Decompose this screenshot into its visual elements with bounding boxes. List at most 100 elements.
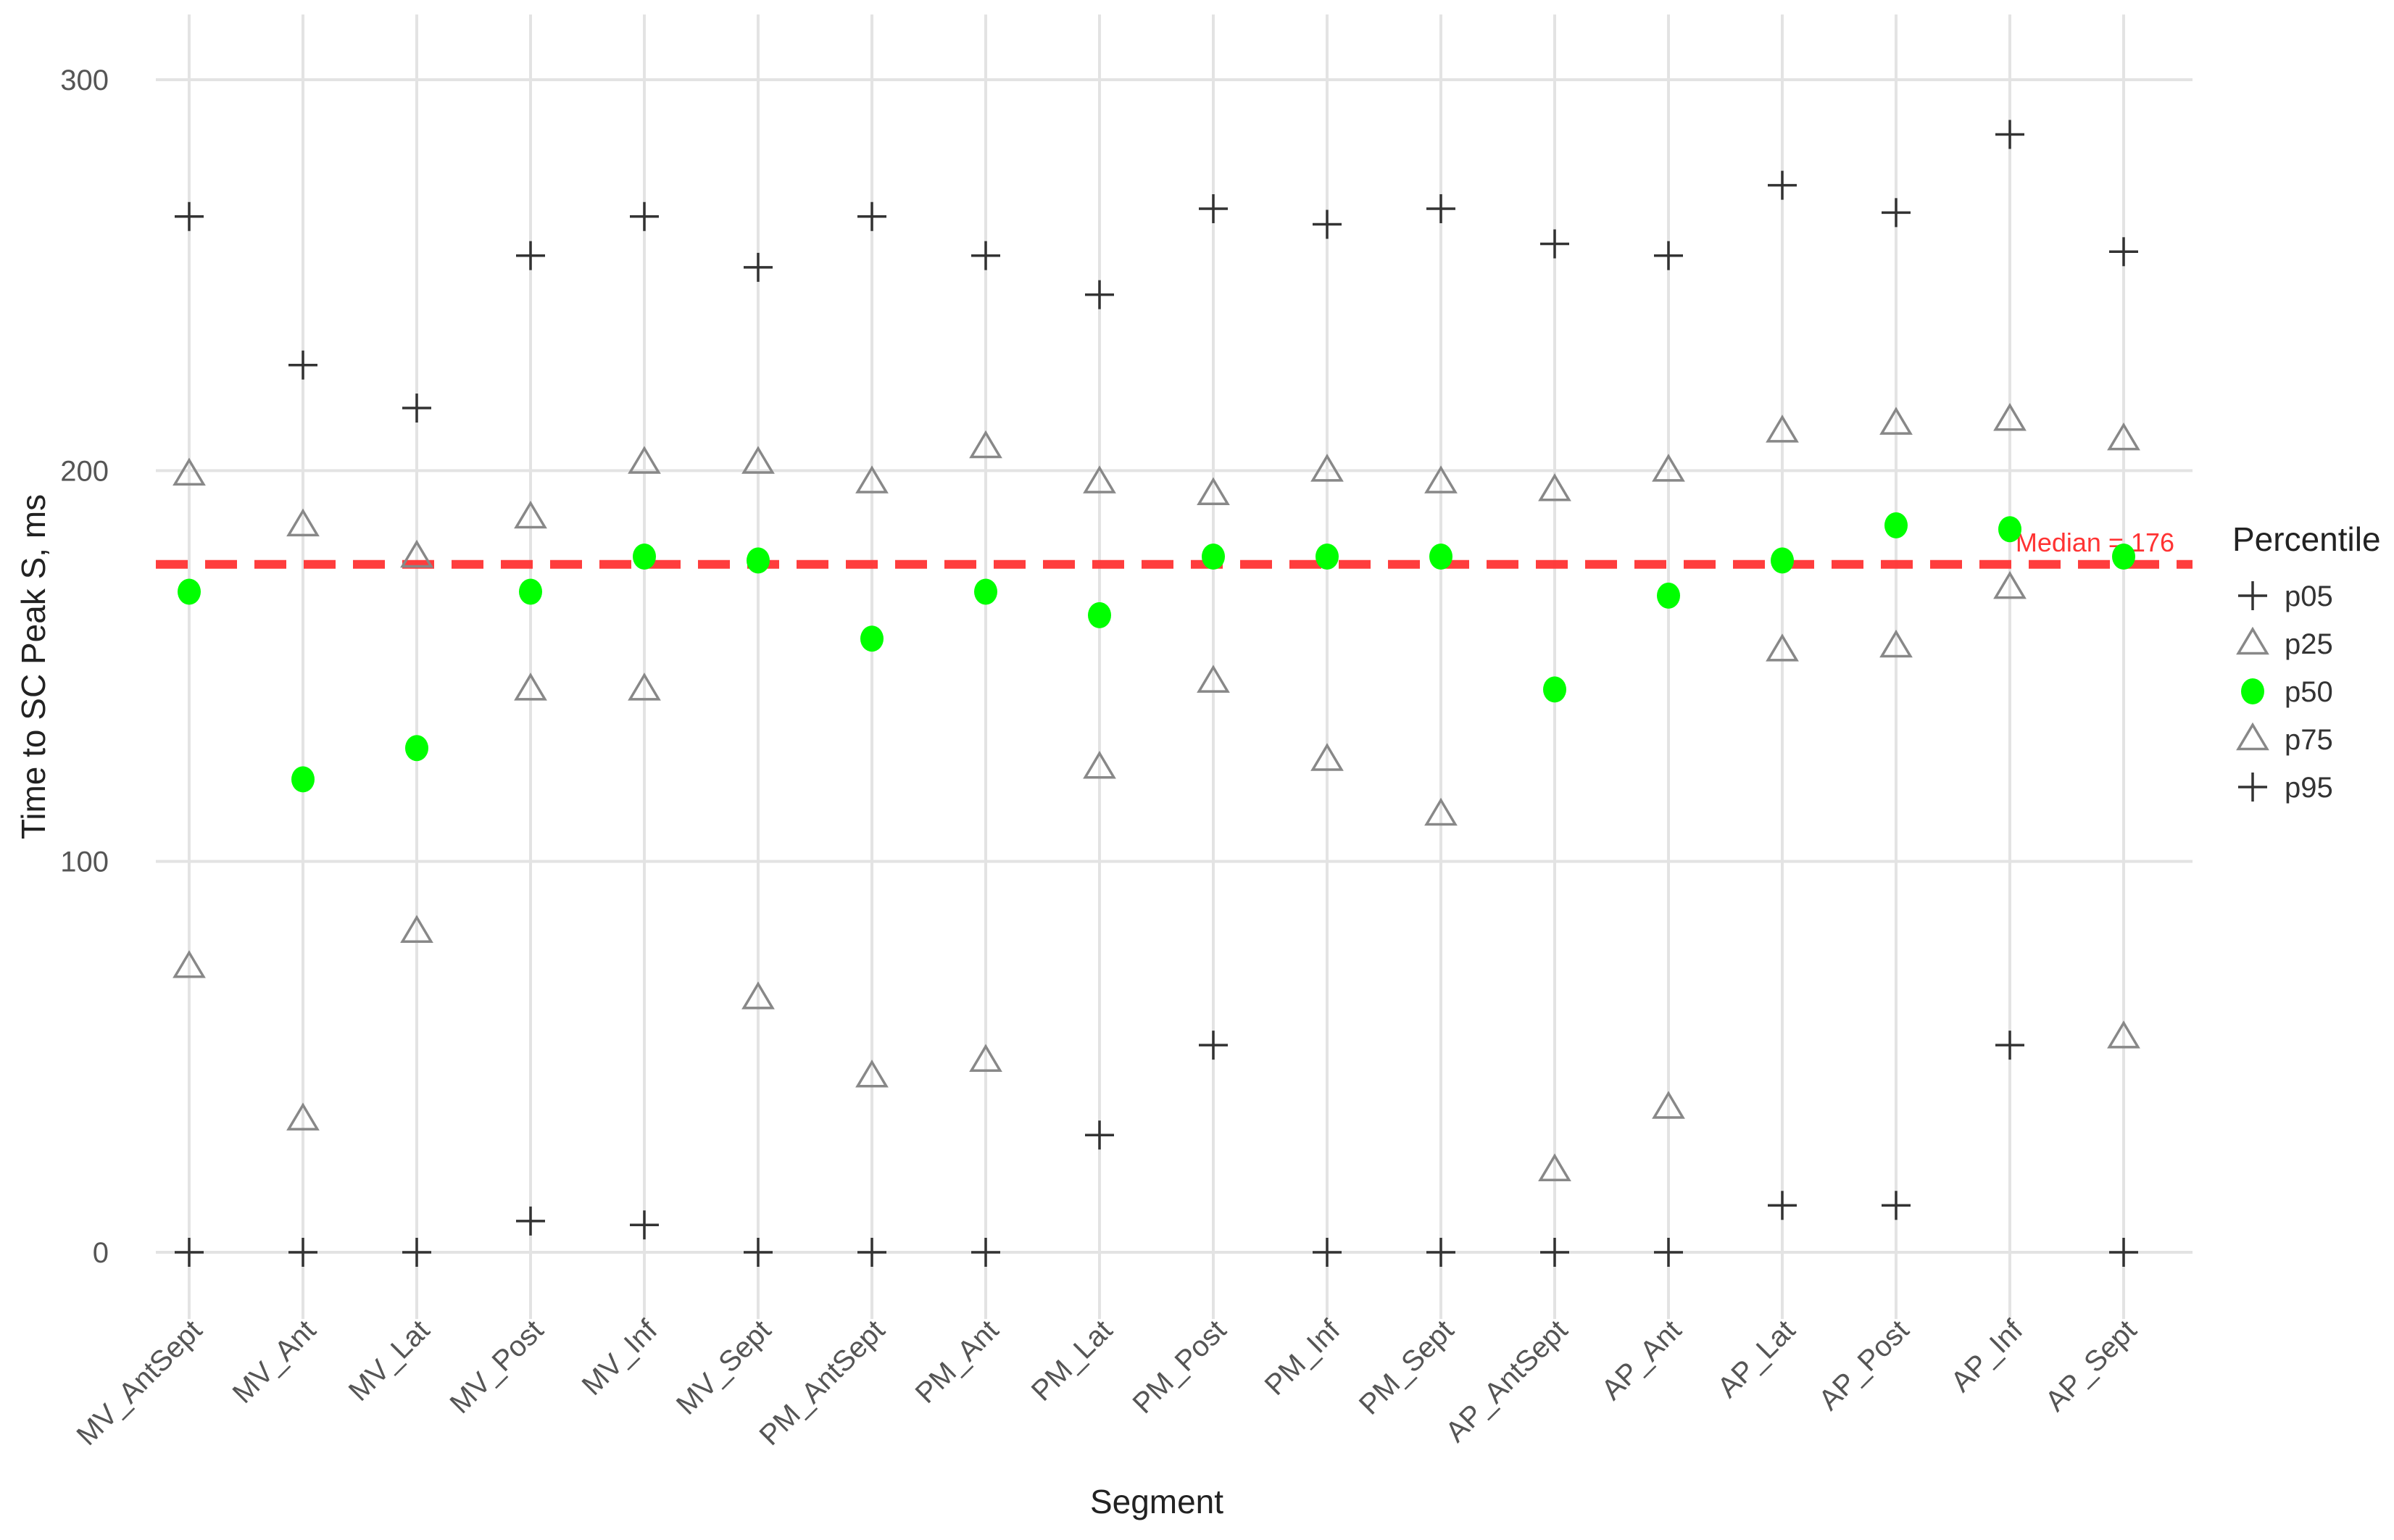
p75-point xyxy=(173,457,206,486)
p50-point xyxy=(291,766,315,793)
p25-point xyxy=(1538,1153,1571,1181)
p50-point xyxy=(860,625,884,652)
p95-point xyxy=(1654,241,1683,270)
p50-point xyxy=(1202,543,1225,570)
y-tick-label: 0 xyxy=(93,1237,109,1269)
p05-point xyxy=(1085,1120,1114,1150)
x-axis-title: Segment xyxy=(1090,1483,1223,1520)
p50-point xyxy=(633,543,656,570)
p75-point xyxy=(1197,477,1230,505)
legend-title: Percentile xyxy=(2232,520,2381,558)
p95-point xyxy=(1540,229,1569,259)
p05-point xyxy=(1882,1191,1911,1220)
grid-layer xyxy=(156,14,2193,1319)
legend-p50-marker xyxy=(2241,678,2264,704)
p50-point xyxy=(519,578,542,605)
p50-point xyxy=(1657,582,1680,609)
series-p50 xyxy=(178,512,2135,793)
p25-point xyxy=(1424,797,1458,826)
x-tick-label: MV_AntSept xyxy=(70,1314,208,1452)
p25-point xyxy=(1652,1091,1685,1119)
p05-point xyxy=(857,1238,886,1267)
p75-point xyxy=(1879,407,1913,435)
p75-point xyxy=(1310,454,1344,482)
x-tick-label: MV_Lat xyxy=(343,1314,436,1407)
p05-point xyxy=(630,1210,659,1240)
legend-p50-label: p50 xyxy=(2285,676,2333,708)
legend-p05-label: p05 xyxy=(2285,580,2333,612)
p75-point xyxy=(1083,465,1116,494)
p95-point xyxy=(744,252,773,282)
series-p75 xyxy=(173,402,2140,568)
p50-point xyxy=(1998,516,2021,543)
p95-point xyxy=(402,394,431,423)
p25-point xyxy=(855,1060,889,1088)
x-tick-label: MV_Inf xyxy=(576,1314,664,1402)
p05-point xyxy=(1768,1191,1797,1220)
legend-p25-marker xyxy=(2236,626,2269,655)
p75-point xyxy=(1766,415,1799,443)
x-tick-label: MV_Ant xyxy=(227,1314,323,1410)
p75-point xyxy=(855,465,889,494)
p25-point xyxy=(1197,665,1230,693)
p95-point xyxy=(1426,193,1455,223)
p25-point xyxy=(1083,751,1116,779)
p50-point xyxy=(2112,543,2135,570)
p50-point xyxy=(178,578,201,605)
median-label: Median = 176 xyxy=(2016,528,2174,557)
p75-point xyxy=(286,508,320,537)
p50-point xyxy=(1316,543,1339,570)
p95-point xyxy=(1768,170,1797,200)
p25-point xyxy=(2107,1020,2140,1049)
p75-point xyxy=(2107,422,2140,451)
p05-point xyxy=(1654,1238,1683,1267)
p50-point xyxy=(1088,602,1111,628)
legend-p95-marker xyxy=(2238,773,2267,802)
p95-point xyxy=(1882,198,1911,228)
p95-point xyxy=(288,350,317,380)
legend-p75-label: p75 xyxy=(2285,724,2333,756)
x-tick-label: MV_Sept xyxy=(670,1314,777,1420)
p75-point xyxy=(514,500,547,529)
x-tick-label: AP_Lat xyxy=(1711,1314,1801,1404)
p95-point xyxy=(1085,280,1114,309)
x-tick-label: PM_Ant xyxy=(910,1314,1005,1410)
marks-layer xyxy=(173,120,2140,1267)
x-tick-label: PM_Lat xyxy=(1026,1314,1119,1407)
reference-line-layer: Median = 176 xyxy=(156,528,2193,569)
x-tick-label: AP_Inf xyxy=(1945,1314,2029,1399)
series-p95 xyxy=(175,120,2138,423)
p75-point xyxy=(1993,402,2027,431)
p25-point xyxy=(173,950,206,978)
p25-point xyxy=(1310,743,1344,771)
p75-point xyxy=(1424,465,1458,494)
legend-p25-label: p25 xyxy=(2285,628,2333,660)
p95-point xyxy=(2109,237,2138,267)
p50-point xyxy=(1543,676,1566,703)
p05-point xyxy=(1995,1031,2024,1060)
p95-point xyxy=(175,201,204,231)
p50-point xyxy=(747,547,770,574)
p50-point xyxy=(1771,547,1794,574)
series-p25 xyxy=(173,570,2140,1181)
x-tick-label: PM_Sept xyxy=(1353,1314,1460,1420)
p95-point xyxy=(1313,209,1342,239)
p05-point xyxy=(744,1238,773,1267)
p05-point xyxy=(1426,1238,1455,1267)
p95-point xyxy=(516,241,545,270)
x-tick-label: PM_Inf xyxy=(1259,1314,1347,1402)
y-axis-title: Time to SC Peak S, ms xyxy=(14,494,52,839)
p05-point xyxy=(175,1238,204,1267)
legend-p95-label: p95 xyxy=(2285,772,2333,804)
p95-point xyxy=(1995,120,2024,149)
y-tick-label: 100 xyxy=(60,846,109,878)
p95-point xyxy=(1199,193,1228,223)
y-tick-label: 300 xyxy=(60,64,109,96)
x-tick-label: AP_Ant xyxy=(1595,1314,1687,1406)
series-p05 xyxy=(175,1031,2138,1267)
p75-point xyxy=(741,446,775,474)
p05-point xyxy=(2109,1238,2138,1267)
y-tick-label: 200 xyxy=(60,455,109,487)
p75-point xyxy=(1652,454,1685,482)
